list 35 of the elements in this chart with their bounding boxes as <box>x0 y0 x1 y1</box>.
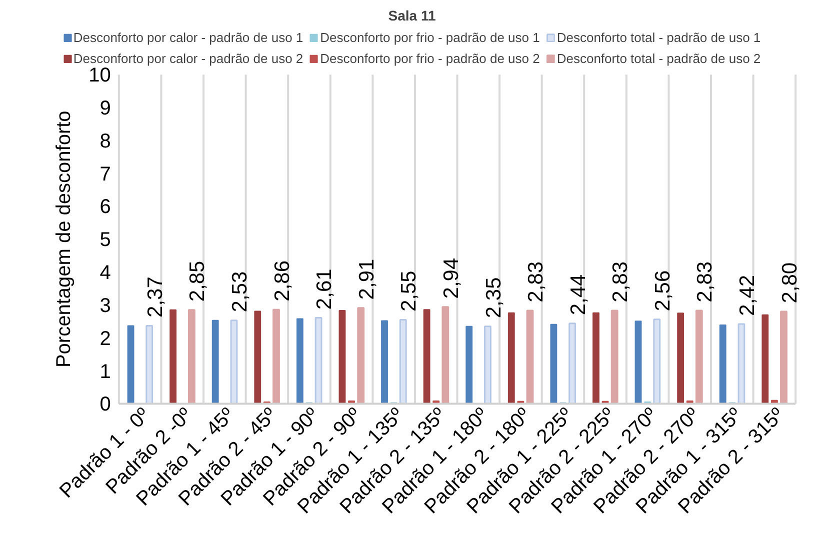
data-label: 2,85 <box>186 260 210 302</box>
y-tick-label: 3 <box>100 294 111 317</box>
y-tick-label: 9 <box>100 97 111 120</box>
data-label: 2,44 <box>566 274 590 316</box>
y-axis-title: Porcentagem de desconforto <box>52 110 75 368</box>
y-tick-label: 5 <box>100 229 111 252</box>
data-label: 2,42 <box>736 274 760 316</box>
data-label: 2,35 <box>482 277 506 318</box>
legend-label: Desconforto por calor - padrão de uso 1 <box>73 30 304 45</box>
data-label: 2,80 <box>778 262 802 304</box>
legend-label: Desconforto por calor - padrão de uso 2 <box>73 51 304 66</box>
y-tick-label: 1 <box>100 360 111 383</box>
legend-label: Desconforto total - padrão de uso 1 <box>556 30 761 45</box>
legend-label: Desconforto total - padrão de uso 2 <box>556 51 761 66</box>
data-label: 2,83 <box>609 261 632 302</box>
data-label: 2,83 <box>694 261 717 302</box>
data-label: 2,61 <box>313 268 336 310</box>
data-label: 2,56 <box>651 270 674 312</box>
data-label: 2,83 <box>524 261 548 302</box>
y-tick-label: 2 <box>100 328 111 350</box>
legend-label: Desconforto por frio - padrão de uso 1 <box>320 30 540 45</box>
data-label: 2,37 <box>144 276 167 318</box>
y-tick-label: 6 <box>100 196 111 218</box>
y-tick-label: 8 <box>100 130 111 152</box>
y-tick-label: 0 <box>100 394 111 416</box>
y-tick-label: 4 <box>100 262 111 284</box>
data-label: 2,91 <box>355 258 378 300</box>
y-tick-label: 10 <box>88 64 111 87</box>
data-label: 2,55 <box>398 270 421 312</box>
data-label: 2,86 <box>270 260 294 302</box>
chart-title: Sala 11 <box>388 8 436 24</box>
data-label: 2,53 <box>228 271 252 312</box>
y-tick-label: 7 <box>100 163 111 186</box>
legend-label: Desconforto por frio - padrão de uso 2 <box>320 51 540 66</box>
data-label: 2,94 <box>440 258 463 299</box>
